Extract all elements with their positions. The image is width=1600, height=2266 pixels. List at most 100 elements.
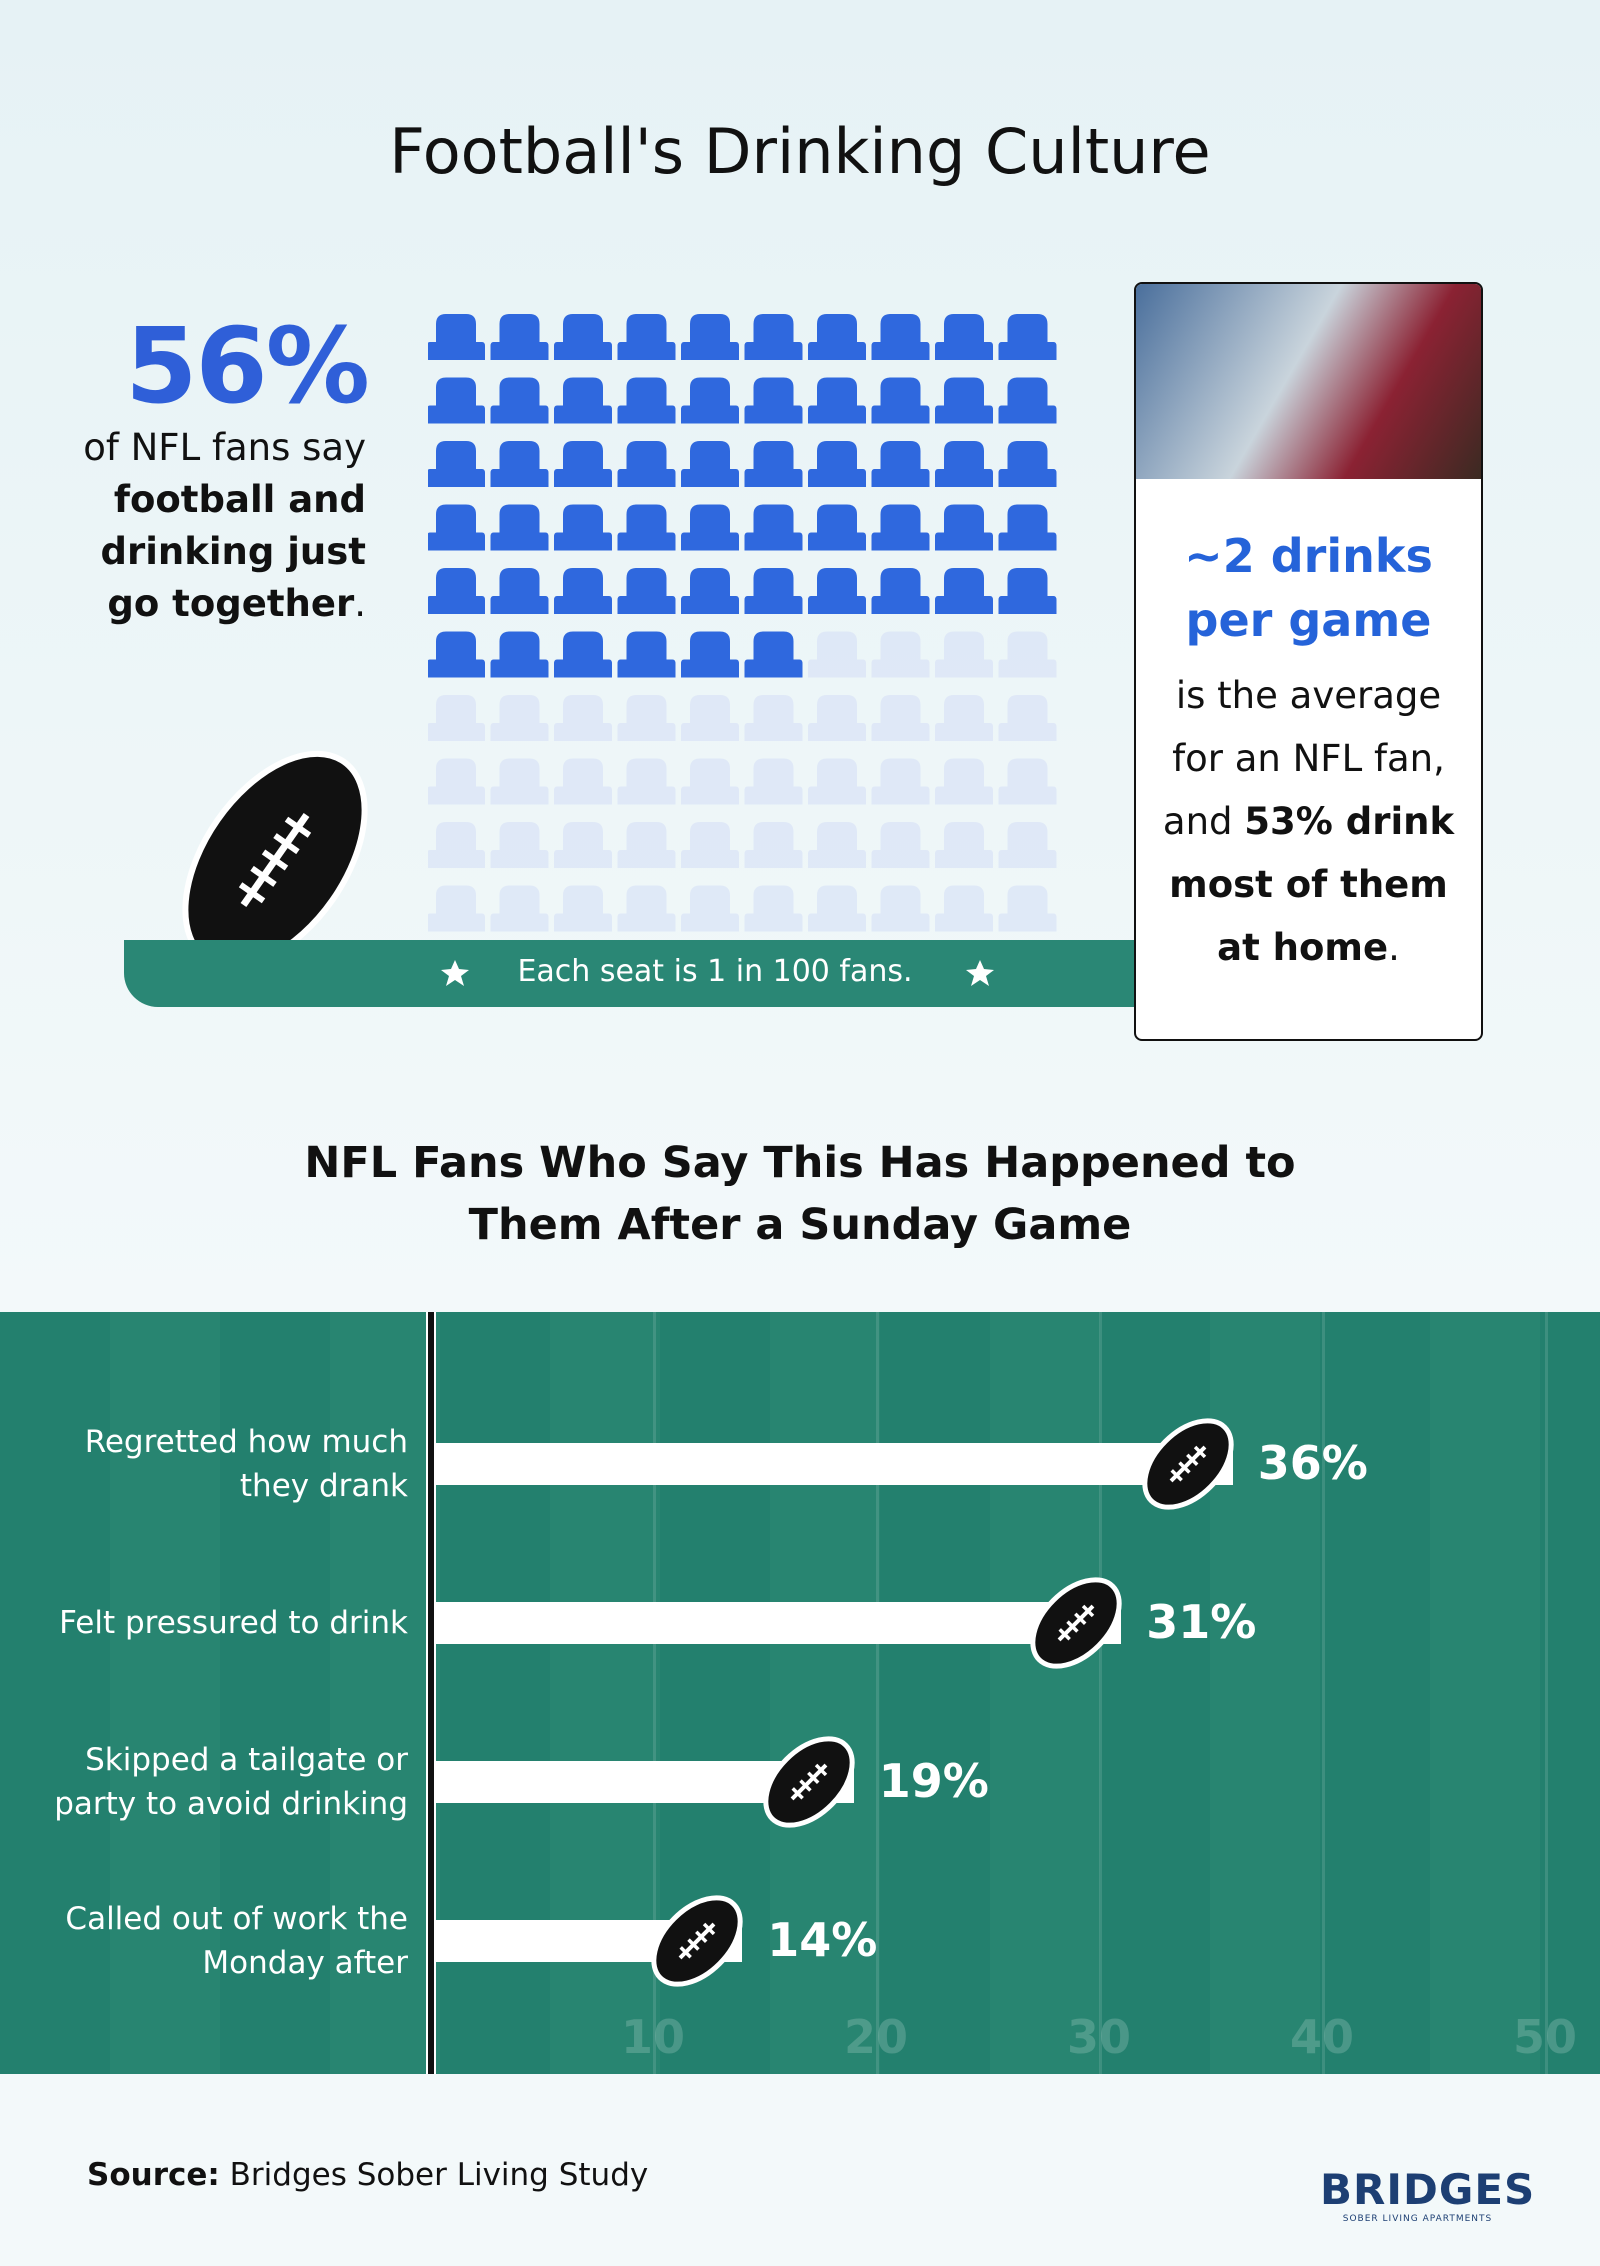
seat-empty [490,695,549,741]
x-tick-label: 30 [1066,2010,1132,2064]
seat-filled [681,441,739,487]
grid-line [876,1312,879,2074]
seat-filled [617,504,676,551]
seat-filled [744,441,803,487]
seat-filled [808,314,866,360]
seat-filled [681,377,739,424]
seat-empty [808,822,866,868]
seat-empty [617,822,676,868]
seat-empty [554,695,612,741]
seat-empty [617,758,676,805]
logo-tagline: SOBER LIVING APARTMENTS [1342,2214,1493,2224]
seat-filled [428,568,485,614]
seat-filled [617,631,676,678]
seat-empty [428,758,485,805]
value-label: 36% [1257,1436,1368,1490]
seat-filled [871,441,930,487]
seat-filled [935,377,993,424]
stat-text: of NFL fans say football and drinking ju… [66,422,366,630]
seat-filled [554,568,612,614]
category-label: Called out of work the Monday after [65,1901,408,1981]
seat-empty [998,695,1057,741]
text-part: of NFL fans say [83,426,366,469]
seat-filled [554,314,612,360]
source-label: Source: [87,2157,220,2193]
seat-empty [490,758,549,805]
text-part: 53% drink most of them at home [1169,800,1455,969]
seat-empty [744,695,803,741]
seat-empty [744,885,803,932]
seat-filled [554,441,612,487]
category-label: Felt pressured to drink [59,1605,408,1641]
grid-line [1099,1312,1102,2074]
seat-empty [808,695,866,741]
seat-filled [871,504,930,551]
seat-empty [935,885,993,932]
star [441,960,469,986]
grid-line [1322,1312,1325,2074]
seat-filled [554,631,612,678]
seat-filled [681,568,739,614]
category-label: Skipped a tailgate or party to avoid dri… [54,1742,408,1822]
seat-empty [871,758,930,805]
chart-title: NFL Fans Who Say This Has Happened to Th… [304,1138,1296,1250]
seat-empty [808,885,866,932]
football-icon [182,750,368,970]
seat-empty [744,758,803,805]
seat-empty [871,695,930,741]
seat-empty [871,822,930,868]
seat-empty [935,631,993,678]
seat-empty [554,885,612,932]
category-label: Regretted how much they drank [84,1424,408,1504]
seat-empty [490,822,549,868]
seat-empty [998,631,1057,678]
seat-empty [681,822,739,868]
seat-filled [428,504,485,551]
text-part: football and drinking just go together [100,478,367,625]
card-text: is the average for an NFL fan, and 53% d… [1146,664,1471,979]
seat-empty [554,822,612,868]
seat-filled [681,314,739,360]
seat-filled [744,377,803,424]
seat-empty [428,822,485,868]
seat-filled [554,377,612,424]
seat-filled [998,314,1057,360]
seat-filled [490,441,549,487]
grid-line [653,1312,656,2074]
chart-area: 10 20 30 40 50 Regretted how much they drank 3… [0,1312,1600,2074]
axis-line [426,1312,436,2074]
seat-filled [998,441,1057,487]
seat-filled [554,504,612,551]
seat-filled [935,441,993,487]
text-part: . [1388,926,1400,969]
seat-filled [744,568,803,614]
seat-empty [744,822,803,868]
seat-filled [490,377,549,424]
football-icon [1030,1577,1122,1669]
seat-filled [428,631,485,678]
seat-filled [744,314,803,360]
seat-empty [428,695,485,741]
seat-empty [681,885,739,932]
seat-empty [935,695,993,741]
seat-filled [998,377,1057,424]
seat-empty [617,695,676,741]
x-tick-label: 20 [843,2010,909,2064]
seat-filled [490,631,549,678]
seat-filled [935,504,993,551]
seat-empty [998,758,1057,805]
football-icon [1142,1418,1234,1510]
seat-filled [428,314,485,360]
seat-filled [428,377,485,424]
value-label: 31% [1146,1595,1257,1649]
seat-filled [681,631,739,678]
seat-filled [871,314,930,360]
waffle-note: Each seat is 1 in 100 fans. [517,954,913,989]
seat-filled [490,568,549,614]
value-label: 14% [767,1913,878,1967]
seat-filled [490,314,549,360]
seat-filled [681,504,739,551]
seat-empty [490,885,549,932]
seat-filled [998,504,1057,551]
seat-filled [808,568,866,614]
